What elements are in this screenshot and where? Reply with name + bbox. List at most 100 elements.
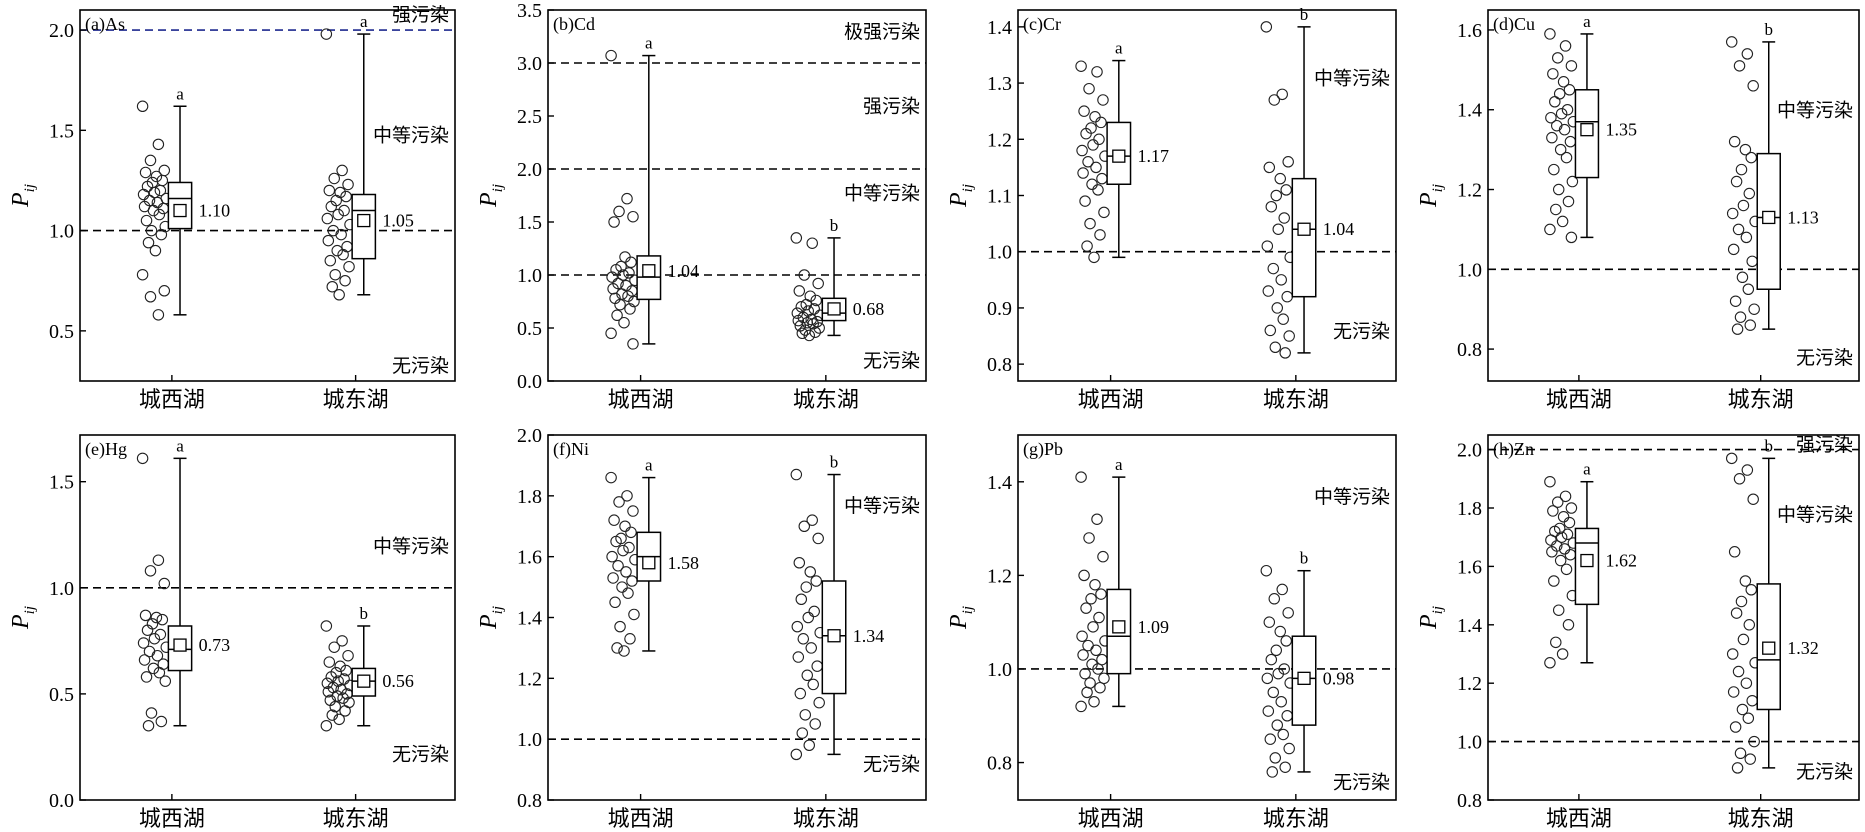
data-point	[153, 666, 166, 679]
panel-label: (d)Cu	[1493, 14, 1535, 35]
data-point	[1274, 172, 1286, 185]
data-point	[1264, 324, 1277, 337]
data-point	[155, 228, 168, 241]
data-point	[1556, 215, 1569, 228]
x-category-label: 城东湖	[1728, 806, 1794, 831]
data-point	[154, 184, 167, 197]
data-point	[1550, 636, 1562, 649]
x-category-label: 城东湖	[323, 806, 389, 831]
y-axis-label-main: P	[476, 614, 502, 630]
data-point	[1551, 496, 1564, 508]
data-point	[153, 208, 166, 221]
data-point	[1727, 686, 1740, 698]
data-point	[335, 228, 347, 241]
y-axis-label-main: P	[1416, 614, 1442, 630]
data-point	[326, 709, 339, 721]
data-point	[136, 452, 149, 465]
data-point	[1274, 625, 1286, 638]
data-point	[1735, 163, 1748, 176]
data-point	[798, 520, 811, 532]
data-point	[1734, 747, 1747, 760]
data-point	[155, 715, 168, 728]
data-point	[1261, 672, 1274, 685]
box-iqr	[1291, 177, 1317, 298]
y-tick-label: 1.4	[517, 608, 542, 630]
data-point	[328, 641, 340, 653]
y-axis-label: Pij	[1416, 184, 1446, 208]
data-point	[329, 700, 341, 713]
data-point	[320, 28, 333, 40]
y-tick-label: 1.4	[1457, 100, 1482, 122]
data-point	[625, 256, 637, 269]
y-tick-label: 0.0	[49, 790, 74, 812]
data-point	[1088, 251, 1100, 264]
significance-letter: a	[360, 12, 368, 31]
data-point	[1747, 80, 1759, 92]
data-point	[332, 208, 344, 221]
data-point	[147, 662, 160, 675]
data-point	[804, 566, 816, 578]
data-point	[147, 204, 160, 217]
y-tick-label: 1.0	[49, 221, 74, 243]
data-point	[619, 251, 631, 263]
plot-frame	[79, 434, 456, 801]
data-point	[799, 709, 812, 721]
mean-value-label: 0.98	[1323, 668, 1355, 688]
data-point	[1079, 667, 1091, 680]
data-point	[1083, 82, 1095, 95]
data-point	[148, 186, 161, 199]
y-axis-label-main: P	[1416, 192, 1442, 208]
data-point	[792, 314, 805, 327]
panel-label: (g)Pb	[1023, 439, 1063, 460]
data-point	[1743, 619, 1756, 631]
panel-label: (f)Ni	[553, 439, 589, 460]
data-point	[1732, 223, 1745, 236]
data-point	[336, 164, 348, 177]
data-point	[1748, 735, 1760, 748]
data-point	[1554, 554, 1567, 567]
data-point	[1565, 231, 1578, 244]
data-point	[627, 505, 639, 517]
data-point	[152, 309, 165, 321]
data-point	[338, 204, 350, 217]
data-point	[1740, 231, 1753, 244]
x-category-label: 城西湖	[1546, 806, 1612, 831]
data-point	[1561, 528, 1574, 541]
y-tick-label: 3.5	[517, 0, 542, 22]
data-point	[613, 205, 625, 218]
data-point	[1557, 511, 1570, 523]
data-point	[800, 581, 813, 593]
data-point	[145, 707, 158, 719]
data-point	[320, 620, 333, 632]
data-point	[807, 318, 819, 330]
data-point	[1560, 563, 1573, 576]
data-point	[1733, 473, 1746, 485]
plot-frame	[1487, 9, 1860, 382]
plot-frame	[79, 9, 456, 382]
zone-label: 无污染	[1796, 347, 1853, 369]
mean-value-label: 1.10	[199, 201, 231, 221]
data-point	[321, 212, 334, 225]
data-point	[1090, 161, 1102, 174]
y-axis-label-main: P	[476, 192, 502, 208]
data-point	[1544, 475, 1556, 488]
data-point	[620, 566, 632, 578]
data-point	[627, 338, 639, 350]
y-tick-label: 1.5	[49, 120, 74, 142]
data-point	[141, 624, 154, 636]
y-axis-label-main: P	[946, 192, 972, 208]
mean-marker	[1762, 641, 1776, 655]
y-tick-label: 1.4	[987, 472, 1012, 494]
data-point	[623, 267, 635, 279]
data-point	[335, 683, 347, 696]
zone-label: 无污染	[863, 754, 920, 776]
significance-letter: b	[1300, 5, 1309, 24]
mean-marker	[1297, 222, 1311, 236]
data-point	[340, 190, 352, 203]
y-tick-label: 0.8	[517, 790, 542, 812]
data-point	[618, 316, 630, 329]
data-point	[809, 326, 821, 338]
data-point	[1079, 195, 1091, 207]
data-point	[1732, 665, 1745, 678]
y-tick-label: 1.0	[49, 578, 74, 600]
